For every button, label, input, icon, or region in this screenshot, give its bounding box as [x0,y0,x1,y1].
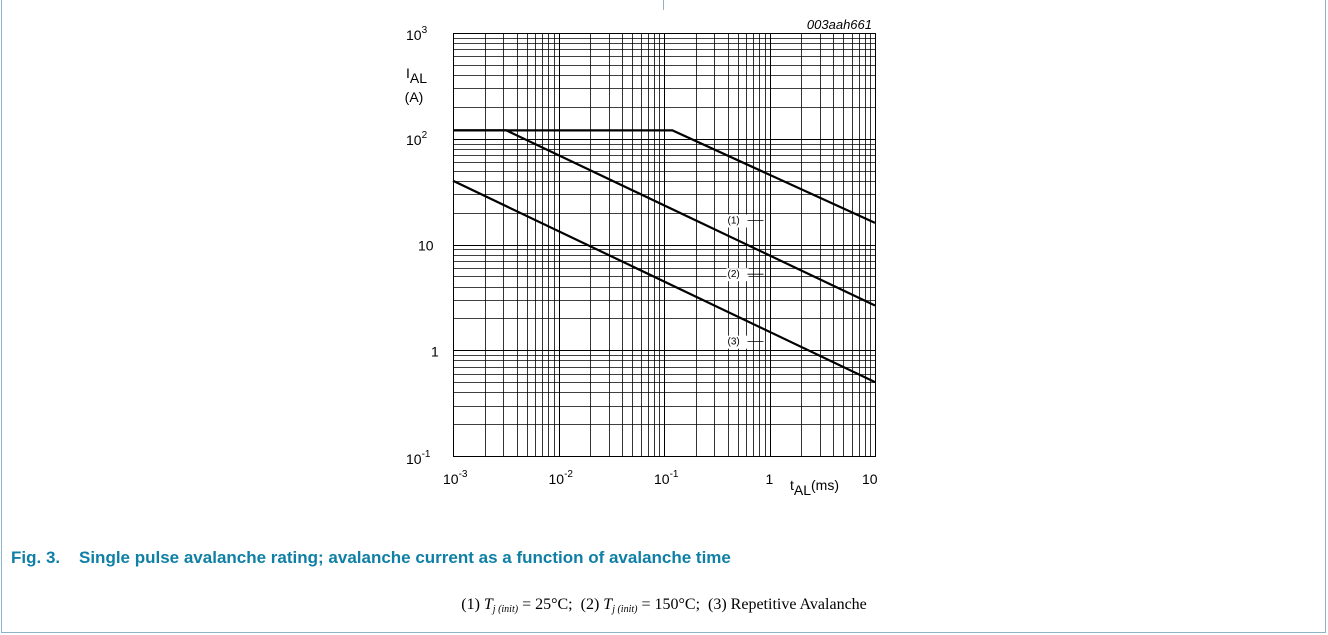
legend-item-2: (2) Tj (init) = 150°C; [580,596,701,615]
y-tick-label: 102 [406,130,428,148]
y-tick-label: 1 [431,343,439,359]
legend-item-1: (1) Tj (init) = 25°C; [461,596,573,615]
series-labels: (1) (2) (3) [726,214,764,349]
series-label-1: (1) [728,216,740,227]
avalanche-chart: (1) (2) (3) 10-3 10-2 10-1 1 10 10-1 1 10 102 103 0… [405,17,878,498]
x-axis-label: tAL(ms) [790,477,839,498]
series-line-1 [453,129,876,224]
y-tick-label: 103 [406,25,428,43]
y-axis-label: IAL [406,65,427,86]
chart-grid [453,33,875,456]
figure-caption: Fig. 3. Single pulse avalanche rating; av… [11,548,731,568]
series-label-3: (3) [728,337,740,348]
tick-labels: 10-3 10-2 10-1 1 10 10-1 1 10 102 103 [406,25,878,487]
legend-item-3: (3) Repetitive Avalanche [708,596,867,613]
x-tick-label: 10-2 [549,469,574,487]
y-tick-label: 10 [418,238,434,254]
x-tick-label: 10-1 [654,469,679,487]
frame-divider-tick [663,0,664,10]
series-label-2: (2) [728,269,740,280]
figure-caption-text: Single pulse avalanche rating; avalanche… [79,548,731,567]
figure-number: Fig. 3. [11,548,61,567]
series-label-bg [726,214,749,228]
chart-series [452,129,876,384]
figure-id: 003aah661 [807,17,872,32]
legend-note: (1) Tj (init) = 25°C; (2) Tj (init) = 150… [0,596,1328,615]
series-line-3 [452,179,876,384]
x-tick-label: 1 [766,471,774,487]
series-label-bg [726,268,749,282]
series-line-2 [453,129,876,307]
y-axis-unit: (A) [405,89,424,105]
y-tick-label: 10-1 [406,449,431,467]
x-tick-label: 10 [862,471,878,487]
series-label-bg [726,335,749,349]
x-tick-label: 10-3 [443,469,468,487]
plot-border [453,33,876,457]
